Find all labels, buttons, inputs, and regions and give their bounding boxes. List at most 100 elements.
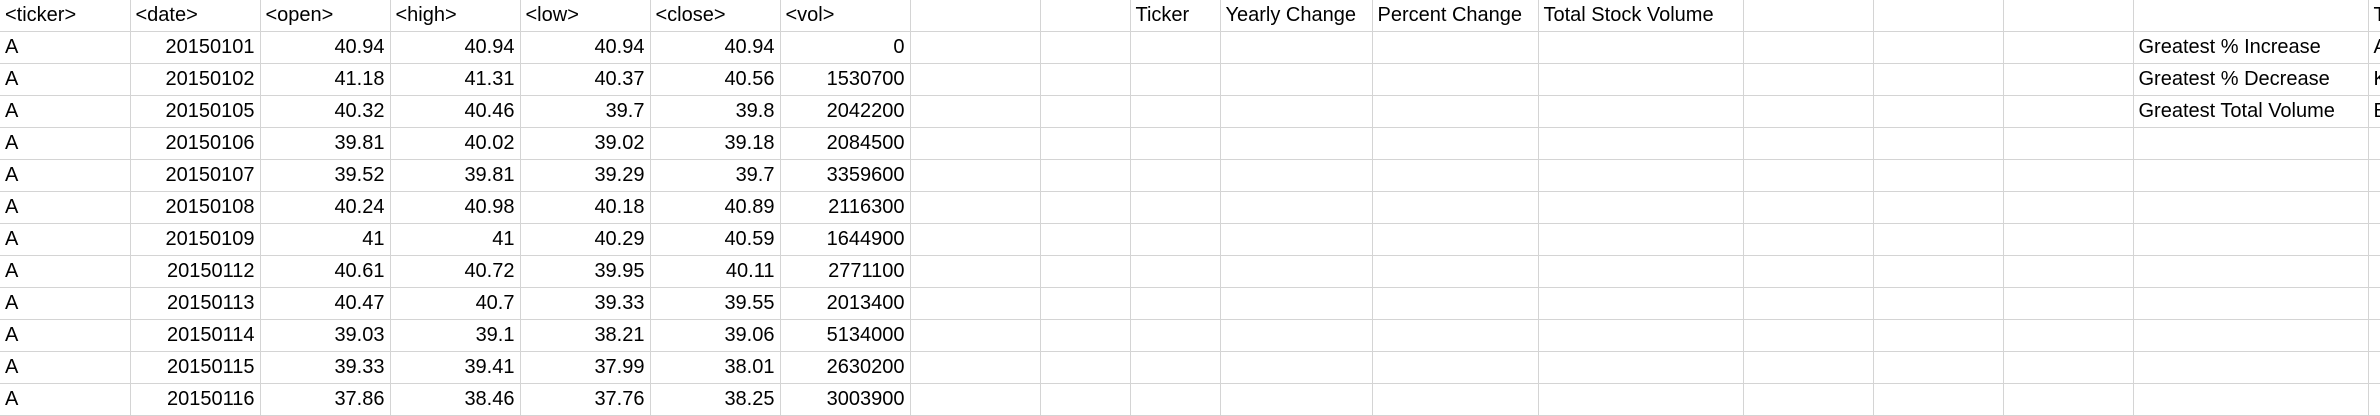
cell[interactable] <box>2133 223 2369 256</box>
cell[interactable] <box>1220 127 1373 160</box>
cell[interactable] <box>1538 351 1744 384</box>
cell[interactable] <box>2133 159 2369 192</box>
greatest-ticker[interactable]: KMM <box>2368 63 2380 96</box>
cell[interactable] <box>910 127 1041 160</box>
cell[interactable] <box>1130 223 1221 256</box>
cell[interactable] <box>1040 127 1131 160</box>
cell[interactable] <box>1040 383 1131 416</box>
cell[interactable] <box>1220 383 1373 416</box>
greatest-label[interactable]: Greatest % Decrease <box>2133 63 2369 96</box>
cell[interactable] <box>1538 31 1744 64</box>
cell[interactable] <box>910 0 1041 32</box>
cell[interactable] <box>2003 127 2134 160</box>
cell-high[interactable]: 39.41 <box>390 351 521 384</box>
cell-ticker[interactable]: A <box>0 287 131 320</box>
cell[interactable] <box>1220 287 1373 320</box>
cell-close[interactable]: 40.94 <box>650 31 781 64</box>
cell[interactable] <box>1873 255 2004 288</box>
cell-close[interactable]: 38.01 <box>650 351 781 384</box>
cell[interactable] <box>2368 351 2380 384</box>
cell[interactable] <box>1372 31 1539 64</box>
cell[interactable] <box>1372 287 1539 320</box>
cell[interactable] <box>1220 223 1373 256</box>
cell[interactable] <box>2133 383 2369 416</box>
cell[interactable] <box>1372 319 1539 352</box>
greatest-label[interactable]: Greatest Total Volume <box>2133 95 2369 128</box>
cell[interactable] <box>1873 95 2004 128</box>
cell-high[interactable]: 40.7 <box>390 287 521 320</box>
cell[interactable] <box>1372 63 1539 96</box>
cell-close[interactable]: 39.8 <box>650 95 781 128</box>
cell[interactable] <box>1743 319 1874 352</box>
cell[interactable] <box>1873 159 2004 192</box>
cell-open[interactable]: 41.18 <box>260 63 391 96</box>
cell[interactable] <box>1873 191 2004 224</box>
cell[interactable] <box>1743 159 1874 192</box>
cell-close[interactable]: 39.55 <box>650 287 781 320</box>
cell-close[interactable]: 39.06 <box>650 319 781 352</box>
cell[interactable] <box>1743 191 1874 224</box>
cell-vol[interactable]: 0 <box>780 31 911 64</box>
cell-high[interactable]: 38.46 <box>390 383 521 416</box>
cell[interactable] <box>1130 255 1221 288</box>
cell[interactable] <box>1538 255 1744 288</box>
cell[interactable] <box>1130 287 1221 320</box>
cell-low[interactable]: 39.95 <box>520 255 651 288</box>
cell-high[interactable]: 39.1 <box>390 319 521 352</box>
cell-close[interactable]: 38.25 <box>650 383 781 416</box>
cell[interactable] <box>2368 191 2380 224</box>
cell[interactable] <box>2003 287 2134 320</box>
cell[interactable] <box>2133 351 2369 384</box>
cell[interactable] <box>910 319 1041 352</box>
cell-low[interactable]: 39.33 <box>520 287 651 320</box>
header-ticker[interactable]: <ticker> <box>0 0 131 32</box>
cell-date[interactable]: 20150113 <box>130 287 261 320</box>
cell[interactable] <box>1130 31 1221 64</box>
cell[interactable] <box>1372 95 1539 128</box>
greatest-header-ticker[interactable]: Ticker <box>2368 0 2380 32</box>
cell-open[interactable]: 39.33 <box>260 351 391 384</box>
cell-open[interactable]: 39.03 <box>260 319 391 352</box>
cell-date[interactable]: 20150105 <box>130 95 261 128</box>
cell[interactable] <box>1743 0 1874 32</box>
cell-close[interactable]: 39.7 <box>650 159 781 192</box>
cell[interactable] <box>1372 383 1539 416</box>
cell[interactable] <box>2368 383 2380 416</box>
cell-high[interactable]: 41.31 <box>390 63 521 96</box>
cell-ticker[interactable]: A <box>0 383 131 416</box>
cell[interactable] <box>1040 319 1131 352</box>
cell[interactable] <box>1220 351 1373 384</box>
cell-close[interactable]: 40.56 <box>650 63 781 96</box>
cell-low[interactable]: 40.37 <box>520 63 651 96</box>
cell[interactable] <box>2133 127 2369 160</box>
cell[interactable] <box>1130 351 1221 384</box>
cell[interactable] <box>1873 351 2004 384</box>
cell-close[interactable]: 40.11 <box>650 255 781 288</box>
cell[interactable] <box>2133 191 2369 224</box>
summary-header-percent-change[interactable]: Percent Change <box>1372 0 1539 32</box>
cell[interactable] <box>1372 351 1539 384</box>
cell[interactable] <box>2368 127 2380 160</box>
cell-vol[interactable]: 2630200 <box>780 351 911 384</box>
cell[interactable] <box>2003 383 2134 416</box>
cell[interactable] <box>1743 127 1874 160</box>
cell[interactable] <box>1220 159 1373 192</box>
cell[interactable] <box>2003 0 2134 32</box>
cell[interactable] <box>2003 191 2134 224</box>
cell-low[interactable]: 40.94 <box>520 31 651 64</box>
cell[interactable] <box>1220 31 1373 64</box>
cell[interactable] <box>2003 159 2134 192</box>
cell[interactable] <box>1040 31 1131 64</box>
cell-ticker[interactable]: A <box>0 223 131 256</box>
cell[interactable] <box>1538 63 1744 96</box>
cell[interactable] <box>2133 255 2369 288</box>
cell-open[interactable]: 40.94 <box>260 31 391 64</box>
cell[interactable] <box>1040 159 1131 192</box>
cell-high[interactable]: 40.94 <box>390 31 521 64</box>
cell[interactable] <box>2003 223 2134 256</box>
cell[interactable] <box>1220 191 1373 224</box>
cell[interactable] <box>910 255 1041 288</box>
cell-low[interactable]: 39.29 <box>520 159 651 192</box>
cell[interactable] <box>1220 255 1373 288</box>
cell-vol[interactable]: 2116300 <box>780 191 911 224</box>
